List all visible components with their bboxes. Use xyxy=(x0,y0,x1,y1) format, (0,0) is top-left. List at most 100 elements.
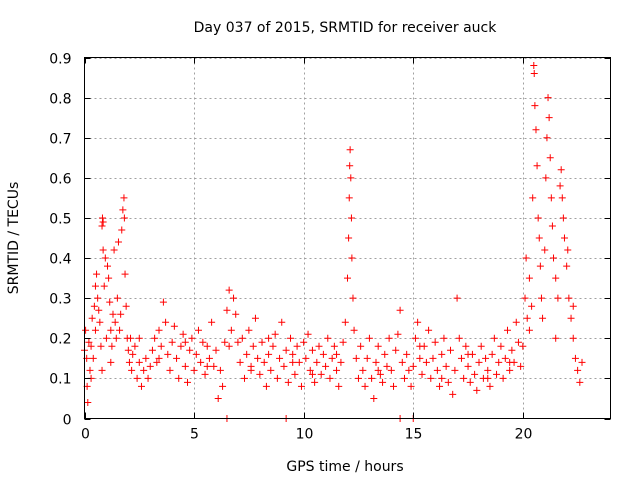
data-point xyxy=(514,338,522,346)
data-point xyxy=(530,70,538,78)
data-point xyxy=(251,314,259,322)
data-point xyxy=(438,350,446,358)
data-point xyxy=(322,362,330,370)
data-point xyxy=(133,374,141,382)
x-tick-label: 20 xyxy=(515,427,533,443)
data-point xyxy=(98,214,106,222)
data-point xyxy=(387,366,395,374)
data-point xyxy=(449,390,457,398)
data-point xyxy=(287,334,295,342)
data-point xyxy=(153,358,161,366)
data-point xyxy=(523,314,531,322)
data-point xyxy=(345,194,353,202)
data-point xyxy=(556,182,564,190)
data-point xyxy=(157,342,165,350)
data-point xyxy=(379,378,387,386)
data-point xyxy=(536,262,544,270)
data-point xyxy=(522,254,530,262)
data-point xyxy=(88,314,96,322)
data-point xyxy=(422,358,430,366)
data-point xyxy=(530,62,538,70)
data-point xyxy=(532,126,540,134)
data-point xyxy=(374,342,382,350)
data-point xyxy=(118,226,126,234)
data-point xyxy=(94,294,102,302)
y-axis-ticks: 0 0.1 0.2 0.3 0.4 0.5 0.6 0.7 0.8 0.9 xyxy=(49,52,611,429)
data-point xyxy=(201,370,209,378)
data-point xyxy=(168,338,176,346)
data-point xyxy=(396,306,404,314)
data-point xyxy=(392,346,400,354)
data-point xyxy=(341,318,349,326)
data-point xyxy=(563,262,571,270)
data-point xyxy=(135,334,143,342)
data-point xyxy=(82,326,90,334)
data-point xyxy=(120,194,128,202)
data-point xyxy=(346,146,354,154)
data-point xyxy=(506,358,514,366)
data-point xyxy=(105,274,113,282)
data-point xyxy=(230,294,238,302)
data-point xyxy=(416,354,424,362)
data-point xyxy=(91,282,99,290)
data-point xyxy=(339,338,347,346)
data-point xyxy=(499,374,507,382)
data-point xyxy=(394,330,402,338)
data-point xyxy=(212,346,220,354)
data-point xyxy=(221,338,229,346)
data-point xyxy=(414,318,422,326)
data-point xyxy=(125,358,133,366)
data-point xyxy=(238,334,246,342)
data-point xyxy=(95,306,103,314)
data-point xyxy=(368,374,376,382)
data-point xyxy=(381,350,389,358)
data-points xyxy=(81,62,586,422)
data-point xyxy=(451,366,459,374)
data-point xyxy=(576,378,584,386)
y-tick-label: 0.9 xyxy=(49,52,71,68)
data-point xyxy=(295,358,303,366)
data-point xyxy=(159,298,167,306)
data-point xyxy=(447,346,455,354)
data-point xyxy=(240,374,248,382)
data-point xyxy=(569,302,577,310)
x-axis-label: GPS time / hours xyxy=(286,459,403,475)
data-point xyxy=(151,334,159,342)
data-point xyxy=(137,382,145,390)
data-point xyxy=(306,366,314,374)
data-point xyxy=(493,370,501,378)
data-point xyxy=(315,342,323,350)
data-point xyxy=(457,354,465,362)
data-point xyxy=(108,342,116,350)
chart-title: Day 037 of 2015, SRMTID for receiver auc… xyxy=(194,20,498,36)
data-point xyxy=(365,334,373,342)
x-tick-label: 15 xyxy=(405,427,423,443)
data-point xyxy=(533,162,541,170)
data-point xyxy=(512,318,520,326)
data-point xyxy=(490,334,498,342)
data-point xyxy=(525,326,533,334)
data-point xyxy=(117,310,125,318)
data-point xyxy=(114,238,122,246)
data-point xyxy=(497,342,505,350)
data-point xyxy=(517,362,525,370)
data-point xyxy=(276,354,284,362)
data-point xyxy=(405,366,413,374)
data-point xyxy=(86,366,94,374)
data-point xyxy=(109,310,117,318)
data-point xyxy=(444,378,452,386)
data-point xyxy=(357,342,365,350)
data-point xyxy=(544,94,552,102)
data-point xyxy=(186,346,194,354)
data-point xyxy=(506,366,514,374)
data-point xyxy=(177,342,185,350)
data-point xyxy=(142,354,150,362)
data-point xyxy=(436,382,444,390)
data-point xyxy=(258,338,266,346)
data-point xyxy=(521,294,529,302)
data-point xyxy=(531,102,539,110)
data-point xyxy=(249,342,257,350)
data-point xyxy=(110,246,118,254)
data-point xyxy=(289,358,297,366)
y-tick-label: 0 xyxy=(63,413,72,429)
